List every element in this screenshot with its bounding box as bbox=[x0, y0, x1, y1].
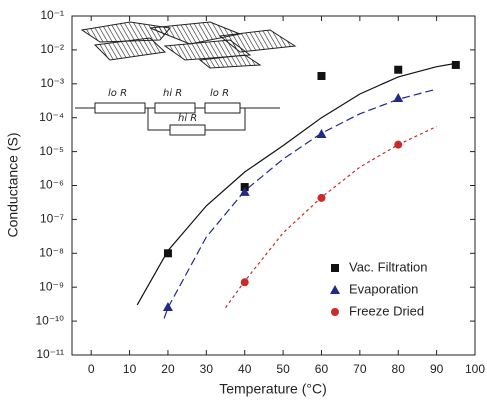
y-tick-label: 10⁻¹⁰ bbox=[36, 313, 65, 327]
marker-triangle bbox=[316, 129, 327, 139]
inset-label: lo R bbox=[108, 88, 127, 99]
marker-triangle bbox=[162, 302, 173, 312]
x-tick-label: 40 bbox=[238, 362, 252, 376]
legend-label: Evaporation bbox=[349, 281, 418, 296]
x-tick-label: 0 bbox=[88, 362, 95, 376]
x-tick-label: 100 bbox=[465, 362, 485, 376]
y-tick-label: 10⁻⁹ bbox=[39, 279, 64, 293]
y-tick-label: 10⁻¹¹ bbox=[36, 347, 64, 361]
inset-sketch: lo R hi R lo R hi R bbox=[75, 21, 297, 136]
marker-square bbox=[394, 65, 403, 74]
marker-square bbox=[163, 249, 172, 258]
marker-triangle bbox=[239, 186, 250, 196]
y-tick-label: 10⁻⁶ bbox=[39, 178, 64, 192]
fit-curve bbox=[163, 88, 437, 319]
legend-label: Freeze Dried bbox=[349, 303, 424, 318]
marker-circle bbox=[240, 278, 249, 287]
x-tick-label: 60 bbox=[315, 362, 329, 376]
y-tick-label: 10⁻¹ bbox=[40, 8, 64, 22]
legend-marker bbox=[330, 285, 340, 294]
y-tick-label: 10⁻⁸ bbox=[39, 245, 64, 259]
fit-curve bbox=[136, 62, 456, 306]
x-tick-label: 10 bbox=[123, 362, 137, 376]
y-axis-label: Conductance (S) bbox=[5, 132, 21, 237]
inset-label: hi R bbox=[178, 113, 197, 124]
y-tick-label: 10⁻² bbox=[40, 42, 64, 56]
x-tick-label: 80 bbox=[392, 362, 406, 376]
x-tick-label: 30 bbox=[200, 362, 214, 376]
marker-square bbox=[317, 71, 326, 80]
x-tick-label: 20 bbox=[161, 362, 175, 376]
x-tick-label: 90 bbox=[430, 362, 444, 376]
y-tick-label: 10⁻⁵ bbox=[39, 144, 64, 158]
y-tick-label: 10⁻⁷ bbox=[40, 212, 64, 226]
marker-circle bbox=[317, 193, 326, 202]
marker-square bbox=[451, 60, 460, 69]
legend-marker bbox=[331, 264, 339, 272]
marker-circle bbox=[394, 140, 403, 149]
legend-marker bbox=[331, 308, 339, 316]
y-tick-label: 10⁻⁴ bbox=[39, 110, 64, 124]
marker-triangle bbox=[393, 93, 404, 103]
inset-label: lo R bbox=[210, 88, 229, 99]
fit-curve bbox=[225, 125, 437, 308]
x-tick-label: 50 bbox=[276, 362, 290, 376]
legend-label: Vac. Filtration bbox=[349, 259, 428, 274]
x-axis-label: Temperature (°C) bbox=[219, 381, 327, 397]
x-tick-label: 70 bbox=[353, 362, 367, 376]
y-tick-label: 10⁻³ bbox=[40, 76, 64, 90]
inset-label: hi R bbox=[163, 88, 182, 99]
